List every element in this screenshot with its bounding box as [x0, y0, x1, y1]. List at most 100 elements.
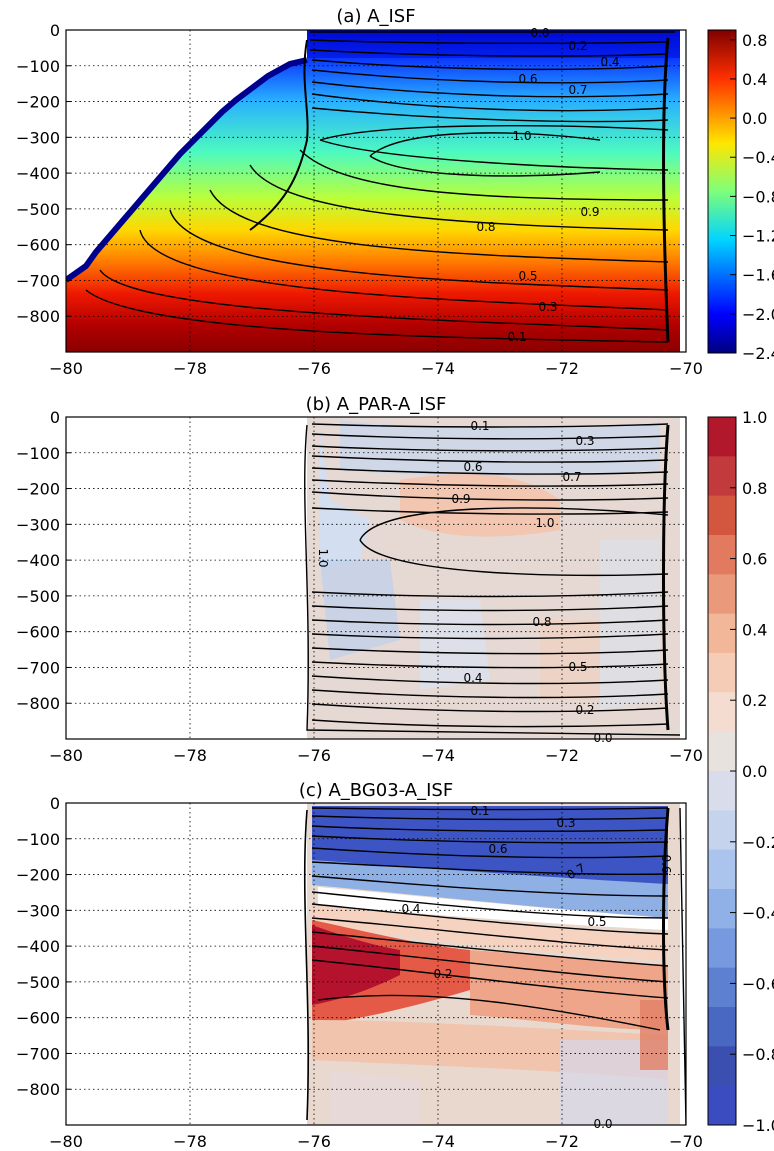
contour-label: 0.3: [538, 300, 557, 314]
contour-label: 0.6: [463, 460, 482, 474]
contour-label: 0.0: [530, 26, 549, 40]
contour-label: 1.0: [512, 129, 531, 143]
x-tick-label: −74: [421, 746, 455, 765]
y-tick-label: −800: [16, 1080, 60, 1099]
contour-label: 0.8: [476, 220, 495, 234]
colorbar-band: [708, 653, 736, 693]
panel-b-contours: [304, 423, 681, 736]
x-tick-label: −72: [545, 1132, 579, 1151]
colorbar-band: [708, 456, 736, 497]
x-tick-label: −80: [49, 1132, 83, 1151]
panel-a-colorbar: [707, 29, 737, 354]
panel-b-title: (b) A_PAR-A_ISF: [306, 394, 447, 415]
contour-label: 0.0: [593, 731, 612, 745]
colorbar-band: [708, 1007, 736, 1047]
y-tick-label: −400: [16, 164, 60, 183]
panel-a-y-ticks: 0 −100 −200 −300 −400 −500 −600 −700 −800: [16, 21, 60, 326]
panel-c-x-ticks: −80 −78 −76 −74 −72 −70: [49, 1132, 703, 1151]
x-tick-label: −76: [297, 1132, 331, 1151]
colorbar-tick-label: 0.8: [742, 479, 767, 498]
panel-a-temperature-field: [66, 30, 680, 352]
colorbar-band: [708, 731, 736, 772]
colorbar-band: [708, 849, 736, 890]
colorbar-band: [708, 574, 736, 615]
panel-bc-colorbar-ticks: 1.0 0.8 0.6 0.4 0.2 0.0 −0.2 −0.4 −0.6 −0.8 −1.0: [730, 408, 774, 1135]
contour-label: 0.2: [575, 703, 594, 717]
contour-label: 1.0: [316, 548, 330, 567]
colorbar-tick-label: 0.4: [742, 70, 767, 89]
colorbar-band: [708, 889, 736, 929]
colorbar-band: [708, 771, 736, 811]
panel-c-contours: [303, 807, 686, 1125]
contour-label: 0.5: [518, 269, 537, 283]
y-tick-label: 0: [50, 794, 60, 813]
x-tick-label: −74: [421, 359, 455, 378]
x-tick-label: −76: [297, 359, 331, 378]
y-tick-label: −400: [16, 551, 60, 570]
y-tick-label: −200: [16, 480, 60, 499]
colorbar-tick-label: 0.0: [742, 109, 767, 128]
colorbar-tick-label: 0.4: [742, 620, 767, 639]
contour-label: 0.1: [470, 804, 489, 818]
y-tick-label: −600: [16, 1009, 60, 1028]
panel-c-contour-labels: 0.10.30.60.7 0.60.40.50.20.0: [401, 804, 673, 1131]
colorbar-tick-label: −2.0: [742, 305, 774, 324]
contour-label: 0.7: [562, 470, 581, 484]
y-tick-label: −100: [16, 830, 60, 849]
colorbar-band: [708, 1046, 736, 1087]
colorbar-band: [708, 967, 736, 1008]
contour-label: 0.1: [470, 419, 489, 433]
x-tick-label: −70: [669, 1132, 703, 1151]
panel-a-colorbar-ticks: 0.8 0.4 0.0 −0.4 −0.8 −1.2 −1.6 −2.0 −2.4: [730, 31, 774, 363]
colorbar-tick-label: 0.8: [742, 31, 767, 50]
contour-label: 0.4: [401, 902, 420, 916]
colorbar-tick-label: 0.0: [742, 762, 767, 781]
colorbar-tick-label: −0.8: [742, 187, 774, 206]
y-tick-label: −800: [16, 694, 60, 713]
x-tick-label: −72: [545, 359, 579, 378]
colorbar-band: [708, 1085, 736, 1126]
y-tick-label: −200: [16, 93, 60, 112]
x-tick-label: −74: [421, 1132, 455, 1151]
colorbar-tick-label: −1.0: [742, 1116, 774, 1135]
panel-b-contour-labels: 0.1 0.3 0.6 0.7 0.9 1.0 1.0 0.8 0.5 0.4 0.2 0.0: [316, 419, 613, 745]
contour-label: 0.8: [532, 615, 551, 629]
colorbar-tick-label: −0.4: [742, 904, 774, 923]
y-tick-label: −600: [16, 623, 60, 642]
y-tick-label: −700: [16, 1044, 60, 1063]
panel-c: (c) A_BG03-A_ISF: [16, 408, 774, 1151]
contour-label: 0.7: [568, 83, 587, 97]
contour-label: 0.3: [556, 816, 575, 830]
y-tick-label: −800: [16, 307, 60, 326]
contour-label: 0.4: [463, 671, 482, 685]
x-tick-label: −76: [297, 746, 331, 765]
colorbar-band: [708, 692, 736, 733]
panel-b-y-ticks: 0 −100 −200 −300 −400 −500 −600 −700 −800: [16, 408, 60, 713]
colorbar-tick-label: 1.0: [742, 408, 767, 427]
colorbar-tick-label: −0.8: [742, 1045, 774, 1064]
panel-c-y-ticks: 0 −100 −200 −300 −400 −500 −600 −700 −800: [16, 794, 60, 1099]
contour-label: 0.3: [575, 434, 594, 448]
panel-a: (a) A_ISF: [16, 6, 774, 378]
x-tick-label: −70: [669, 359, 703, 378]
panel-a-contours: [85, 31, 675, 343]
y-tick-label: −500: [16, 973, 60, 992]
panel-a-contour-labels: 0.0 0.2 0.4 0.6 0.7 1.0 0.9 0.8 0.5 0.3 0.1: [476, 26, 619, 344]
panel-b: (b) A_PAR-A_ISF: [16, 394, 703, 765]
colorbar-band: [708, 535, 736, 575]
colorbar-band: [708, 613, 736, 654]
y-tick-label: −200: [16, 866, 60, 885]
panel-b-field: [304, 417, 681, 739]
colorbar-tick-label: −1.2: [742, 227, 774, 246]
panel-a-field: [66, 30, 686, 352]
y-tick-label: −300: [16, 901, 60, 920]
y-tick-label: −300: [16, 128, 60, 147]
contour-label: 0.9: [451, 492, 470, 506]
y-tick-label: −700: [16, 658, 60, 677]
contour-label: 0.1: [507, 330, 526, 344]
contour-label: 0.2: [568, 39, 587, 53]
contour-label: 0.2: [433, 967, 452, 981]
contour-label: 0.9: [580, 205, 599, 219]
y-tick-label: 0: [50, 21, 60, 40]
colorbar-band: [708, 810, 736, 851]
